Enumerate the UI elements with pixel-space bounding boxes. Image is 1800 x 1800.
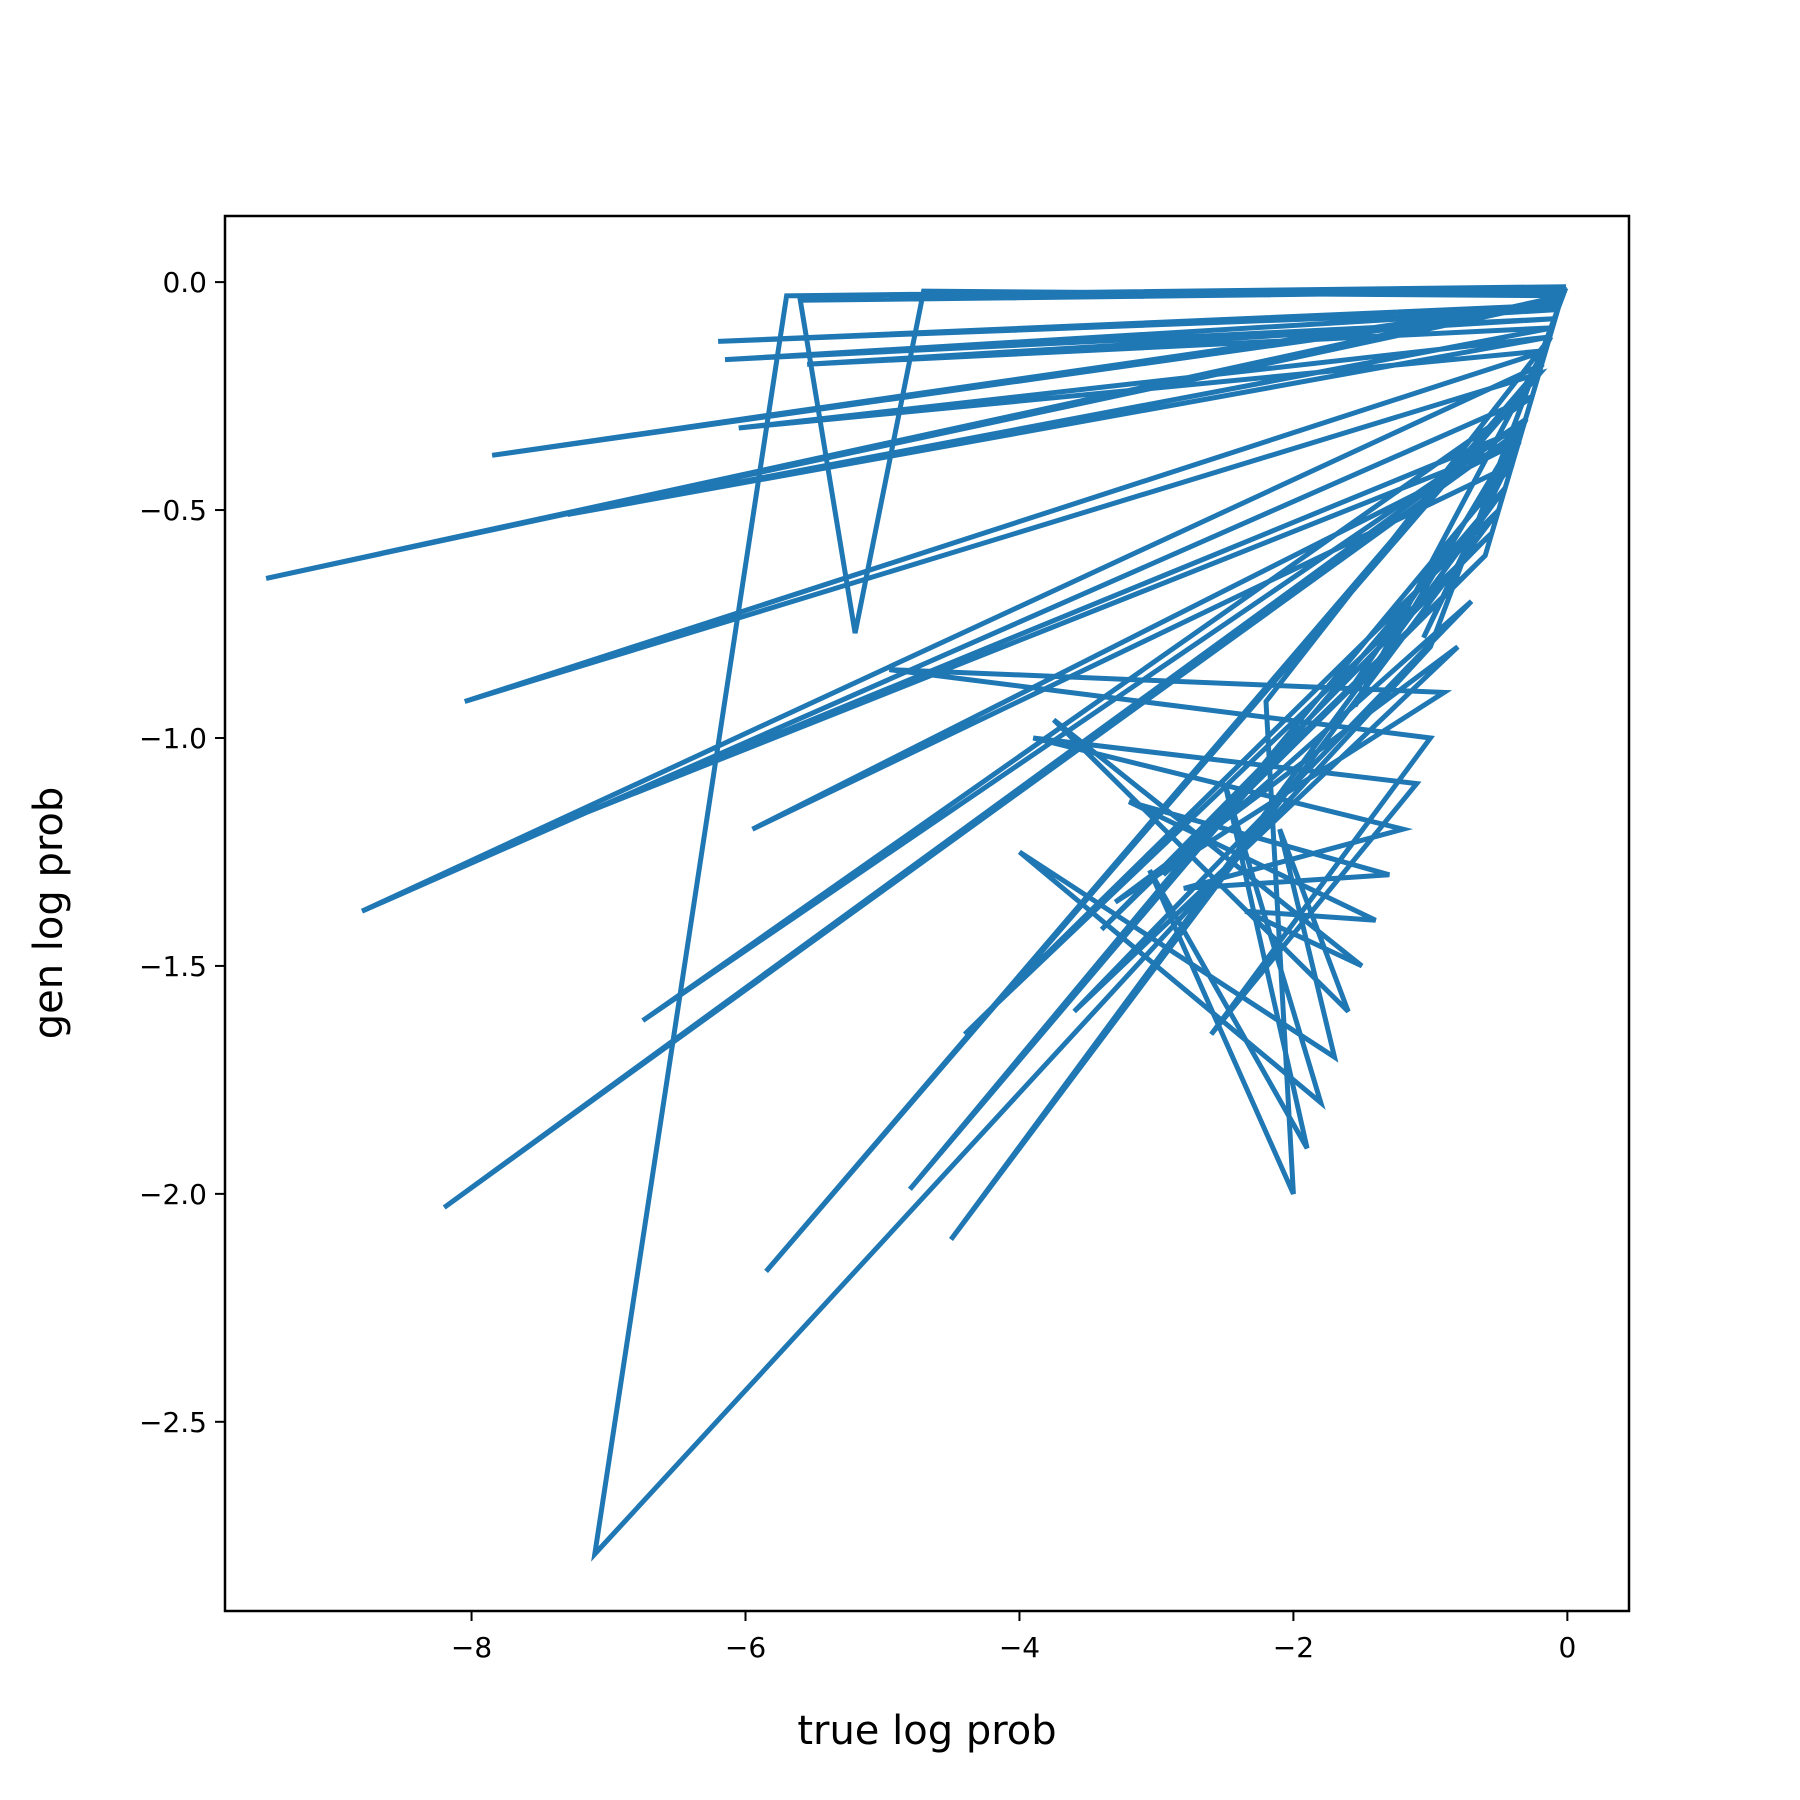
y-tick-label: −2.0 xyxy=(139,1178,207,1211)
x-tick-label: −2 xyxy=(1273,1631,1314,1664)
x-tick-label: 0 xyxy=(1558,1631,1576,1664)
y-axis: 0.0 −0.5 −1.0 −1.5 −2.0 −2.5 xyxy=(139,266,225,1439)
x-tick-label: −6 xyxy=(725,1631,766,1664)
y-tick-label: −2.5 xyxy=(139,1406,207,1439)
x-tick-label: −4 xyxy=(999,1631,1040,1664)
y-axis-label: gen log prob xyxy=(26,787,72,1040)
plot-frame xyxy=(223,214,1631,1613)
y-tick-label: −1.0 xyxy=(139,722,207,755)
y-tick-label: −0.5 xyxy=(139,494,207,527)
series-layer xyxy=(265,284,1569,1562)
series-line-1 xyxy=(265,284,1569,1562)
x-axis-label: true log prob xyxy=(797,1708,1056,1754)
y-tick-label: 0.0 xyxy=(162,266,207,299)
x-axis: −8 −6 −4 −2 0 xyxy=(451,1611,1576,1664)
x-tick-label: −8 xyxy=(451,1631,492,1664)
y-tick-label: −1.5 xyxy=(139,950,207,983)
